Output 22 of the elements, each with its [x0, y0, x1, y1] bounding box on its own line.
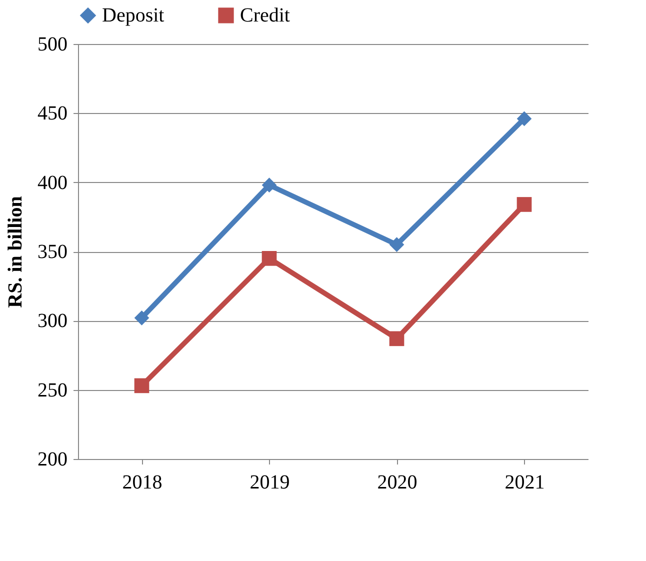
- y-tick-label: 350: [38, 241, 68, 263]
- point: [516, 111, 532, 126]
- y-tick-label: 200: [38, 448, 68, 470]
- y-axis-title: RS. in billion: [4, 196, 26, 308]
- point: [134, 378, 150, 394]
- point: [389, 237, 404, 252]
- point: [262, 178, 277, 193]
- legend-label: Credit: [240, 4, 290, 26]
- x-tick-label: 2021: [504, 472, 545, 494]
- x-tick-label: 2020: [377, 472, 418, 494]
- y-tick-label: 450: [38, 102, 68, 125]
- y-tick-label: 250: [38, 379, 68, 402]
- point: [134, 310, 150, 326]
- x-tick-label: 2019: [250, 472, 290, 494]
- point: [389, 331, 404, 346]
- x-tick-label: 2018: [122, 472, 162, 494]
- y-tick-label: 500: [38, 34, 68, 56]
- point: [262, 251, 277, 266]
- legend-label: Deposit: [102, 4, 165, 26]
- point: [516, 197, 532, 212]
- y-tick-label: 400: [38, 172, 68, 194]
- y-tick-label: 300: [38, 310, 68, 332]
